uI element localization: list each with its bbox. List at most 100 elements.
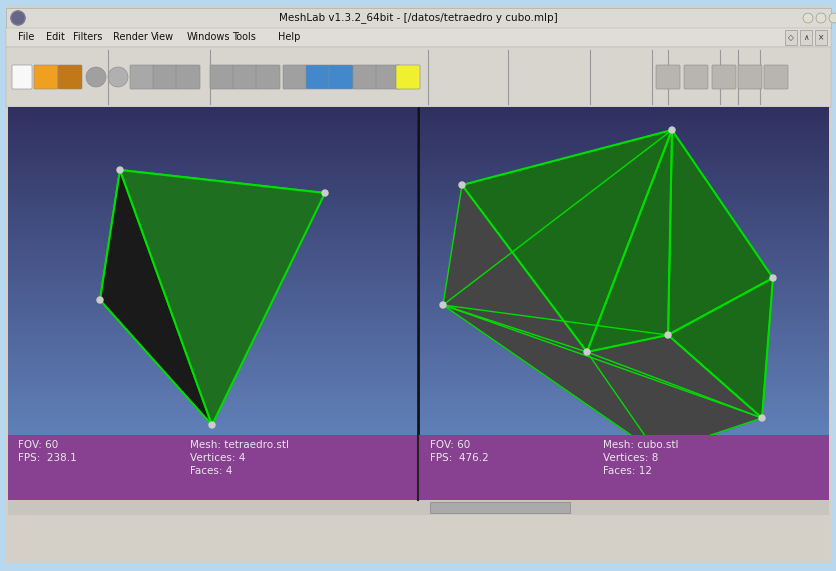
- Bar: [419, 148, 828, 154]
- Bar: [419, 226, 828, 232]
- Bar: [8, 279, 416, 285]
- Bar: [8, 307, 416, 313]
- Bar: [419, 176, 828, 183]
- Bar: [419, 184, 828, 191]
- Bar: [419, 393, 828, 399]
- Bar: [419, 303, 828, 309]
- Bar: [419, 115, 828, 121]
- Bar: [8, 417, 416, 424]
- Bar: [419, 214, 828, 219]
- Bar: [6, 47, 830, 107]
- Text: Mesh: tetraedro.stl: Mesh: tetraedro.stl: [190, 440, 288, 450]
- Bar: [419, 352, 828, 359]
- Bar: [419, 307, 828, 313]
- Bar: [8, 426, 416, 432]
- Bar: [8, 291, 416, 297]
- Bar: [8, 152, 416, 158]
- Bar: [419, 356, 828, 363]
- Bar: [8, 156, 416, 162]
- FancyBboxPatch shape: [375, 65, 400, 89]
- Bar: [419, 279, 828, 285]
- Circle shape: [11, 11, 25, 25]
- Bar: [8, 123, 416, 130]
- Circle shape: [584, 349, 589, 355]
- Bar: [799, 30, 811, 45]
- Bar: [419, 242, 828, 248]
- Bar: [8, 197, 416, 203]
- Bar: [8, 107, 416, 113]
- Text: ×: ×: [817, 33, 823, 42]
- Polygon shape: [667, 130, 772, 335]
- Text: Windows: Windows: [186, 33, 230, 42]
- FancyBboxPatch shape: [683, 65, 707, 89]
- Bar: [419, 140, 828, 146]
- Circle shape: [209, 422, 215, 428]
- Text: Filters: Filters: [73, 33, 102, 42]
- Bar: [419, 144, 828, 150]
- Bar: [419, 336, 828, 342]
- Bar: [8, 176, 416, 183]
- Bar: [419, 107, 828, 113]
- Bar: [8, 295, 416, 301]
- Bar: [419, 405, 828, 412]
- Bar: [8, 222, 416, 227]
- FancyBboxPatch shape: [306, 65, 329, 89]
- Bar: [8, 324, 416, 329]
- FancyBboxPatch shape: [153, 65, 176, 89]
- FancyBboxPatch shape: [655, 65, 679, 89]
- Bar: [8, 328, 416, 334]
- Bar: [419, 205, 828, 211]
- Bar: [8, 172, 416, 179]
- Bar: [8, 500, 828, 515]
- Bar: [8, 193, 416, 199]
- Text: View: View: [150, 33, 174, 42]
- Bar: [419, 258, 828, 264]
- Bar: [419, 131, 828, 138]
- Bar: [419, 201, 828, 207]
- Bar: [419, 271, 828, 276]
- Bar: [419, 135, 828, 142]
- Circle shape: [802, 13, 812, 23]
- Polygon shape: [442, 185, 586, 352]
- FancyBboxPatch shape: [58, 65, 82, 89]
- Bar: [8, 127, 416, 134]
- Bar: [419, 324, 828, 329]
- Bar: [8, 230, 416, 236]
- Bar: [419, 254, 828, 260]
- Bar: [419, 360, 828, 367]
- Bar: [8, 287, 416, 293]
- Text: File: File: [18, 33, 34, 42]
- Circle shape: [815, 13, 825, 23]
- Bar: [419, 381, 828, 387]
- Bar: [8, 164, 416, 170]
- Text: Vertices: 4: Vertices: 4: [190, 453, 245, 463]
- Bar: [8, 258, 416, 264]
- Bar: [419, 340, 828, 346]
- Bar: [419, 156, 828, 162]
- Bar: [6, 28, 830, 47]
- Polygon shape: [586, 130, 671, 352]
- Bar: [8, 254, 416, 260]
- Bar: [8, 262, 416, 268]
- Text: Faces: 4: Faces: 4: [190, 466, 232, 476]
- Bar: [784, 30, 796, 45]
- Bar: [8, 385, 416, 391]
- Circle shape: [440, 302, 446, 308]
- Bar: [419, 250, 828, 256]
- Bar: [8, 226, 416, 232]
- Bar: [8, 299, 416, 305]
- Bar: [419, 426, 828, 432]
- Bar: [419, 373, 828, 379]
- Text: Faces: 12: Faces: 12: [602, 466, 651, 476]
- Bar: [8, 242, 416, 248]
- Bar: [8, 348, 416, 354]
- Bar: [419, 152, 828, 158]
- Circle shape: [86, 67, 106, 87]
- Polygon shape: [442, 130, 671, 335]
- Bar: [419, 409, 828, 416]
- Bar: [8, 205, 416, 211]
- Bar: [814, 30, 826, 45]
- Bar: [8, 422, 416, 428]
- Bar: [8, 144, 416, 150]
- Circle shape: [322, 190, 328, 196]
